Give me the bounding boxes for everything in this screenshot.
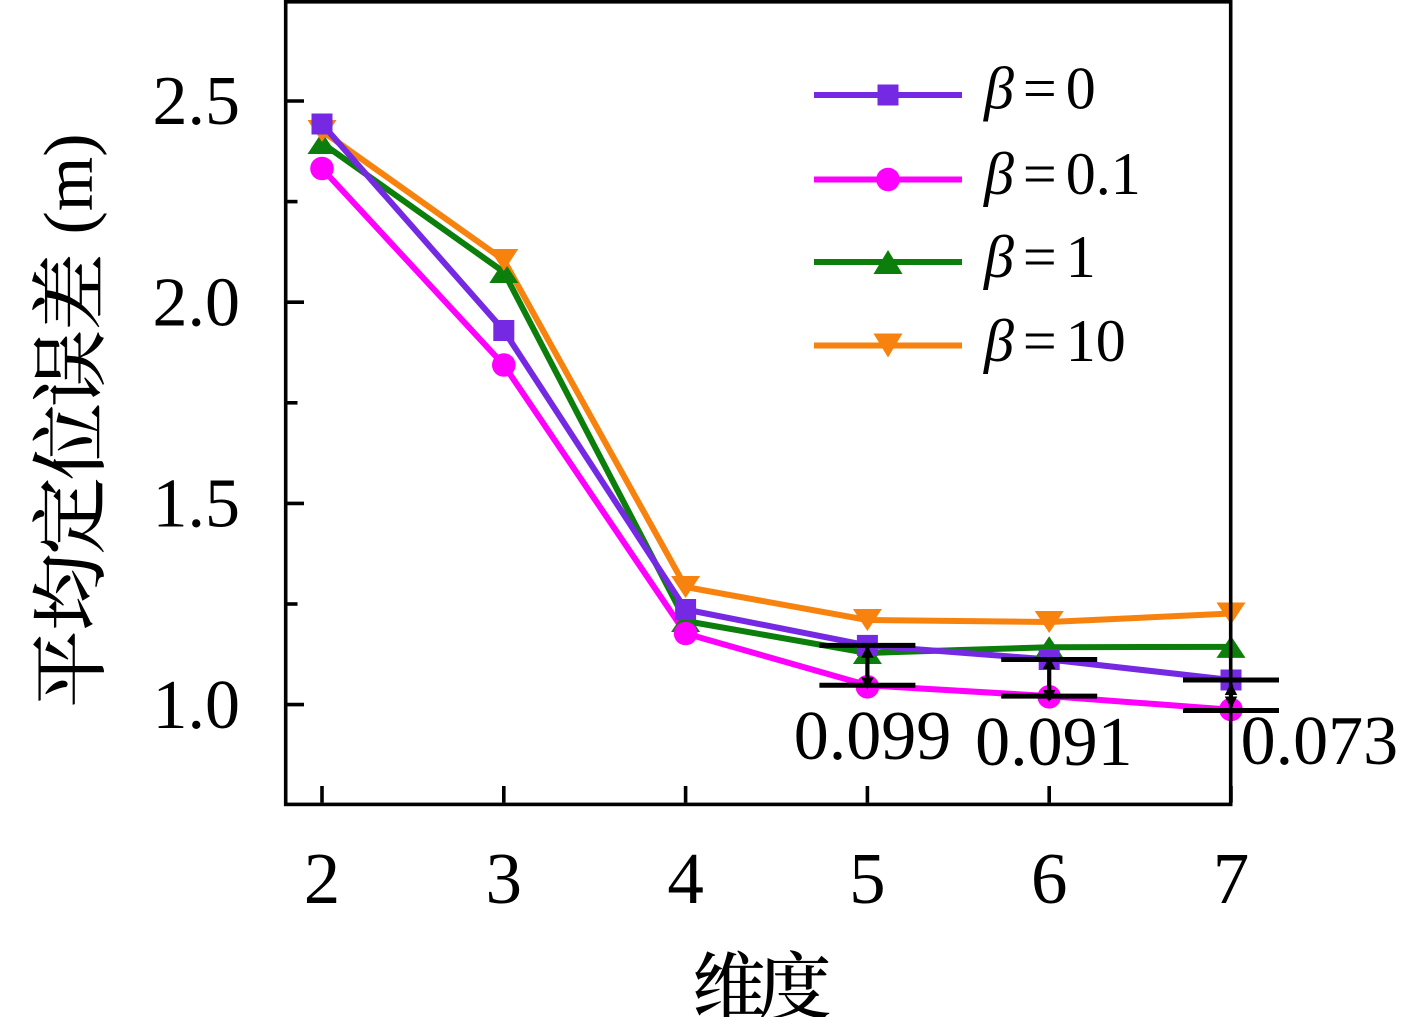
svg-text:0.073: 0.073	[1241, 703, 1399, 780]
svg-text:β=0: β = 0	[983, 56, 1096, 122]
svg-text:2.5: 2.5	[153, 63, 241, 140]
svg-text:5: 5	[849, 838, 886, 919]
svg-text:β=10: β = 10	[983, 308, 1126, 374]
svg-text:1.5: 1.5	[153, 466, 241, 543]
svg-text:1.0: 1.0	[153, 667, 241, 744]
svg-text:7: 7	[1213, 838, 1250, 919]
svg-text:6: 6	[1031, 838, 1068, 919]
svg-text:2.0: 2.0	[153, 264, 241, 341]
svg-text:β=1: β = 1	[983, 224, 1096, 290]
svg-text:2: 2	[304, 838, 341, 919]
svg-text:β=0.1: β = 0.1	[983, 141, 1141, 207]
svg-text:3: 3	[486, 838, 523, 919]
svg-text:4: 4	[667, 838, 704, 919]
svg-text:(m): (m)	[31, 133, 108, 234]
svg-text:0.099: 0.099	[794, 698, 952, 775]
svg-text:0.091: 0.091	[975, 704, 1133, 781]
